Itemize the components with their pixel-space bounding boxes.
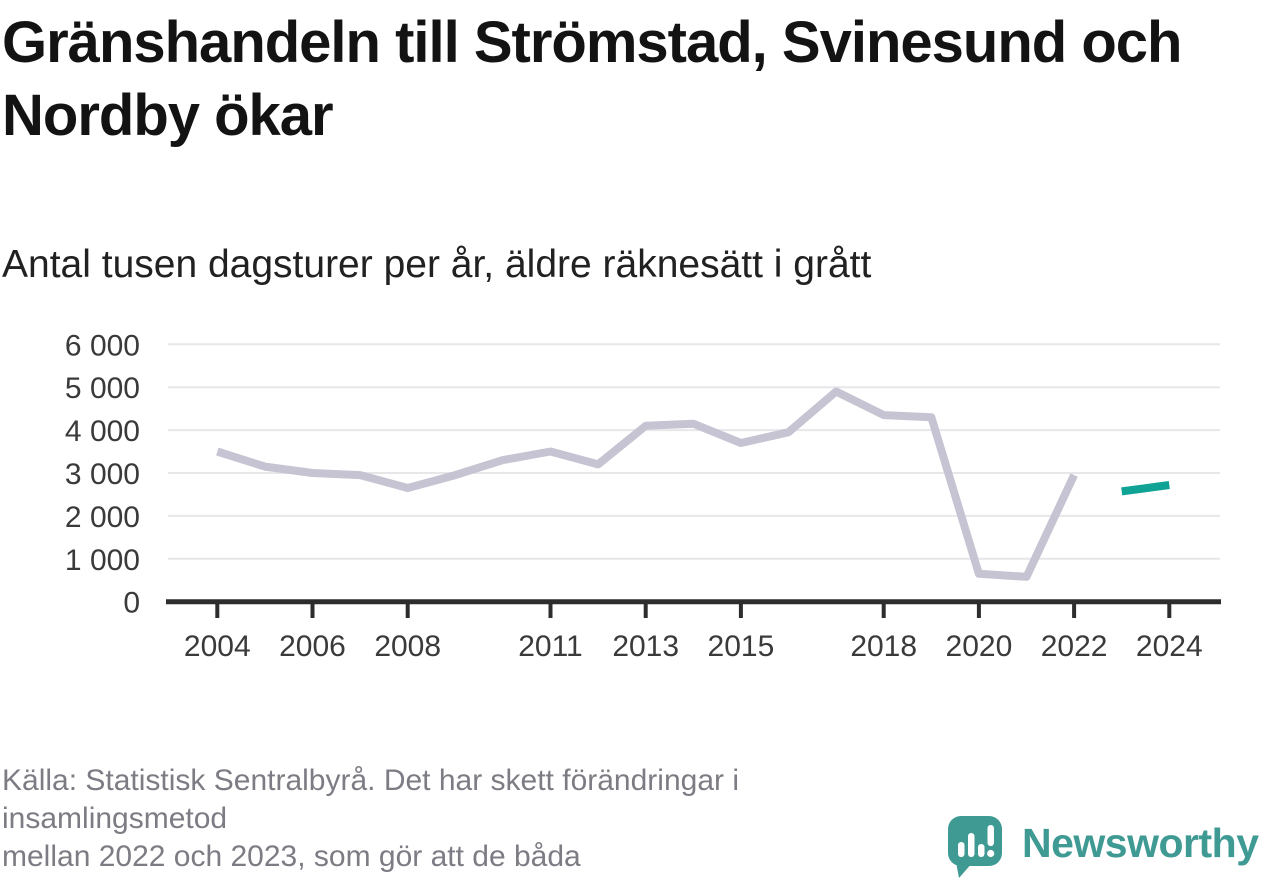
x-axis-label: 2006 bbox=[279, 630, 346, 663]
x-axis-label: 2024 bbox=[1136, 630, 1203, 663]
y-axis-label: 5 000 bbox=[65, 372, 140, 405]
y-axis-label: 1 000 bbox=[65, 544, 140, 577]
line-chart-svg: 0 1 000 2 000 3 000 4 000 5 000 6 000 2004 2006 2… bbox=[65, 329, 1221, 663]
source-note: Källa: Statistisk Sentralbyrå. Det har s… bbox=[2, 762, 962, 879]
newsworthy-logo-text: Newsworthy bbox=[1022, 820, 1259, 866]
series-line-old-method bbox=[216, 387, 1078, 581]
chart-subtitle: Antal tusen dagsturer per år, äldre räkn… bbox=[2, 243, 872, 286]
y-axis-label: 6 000 bbox=[65, 329, 140, 362]
x-axis-label: 2011 bbox=[518, 630, 583, 663]
series-line-new-method bbox=[1121, 481, 1170, 496]
x-axis-label: 2008 bbox=[374, 630, 441, 663]
x-axis-label: 2013 bbox=[612, 630, 679, 663]
y-axis-label: 0 bbox=[123, 587, 140, 620]
x-axis-label: 2020 bbox=[946, 630, 1013, 663]
source-note-line: Källa: Statistisk Sentralbyrå. Det har s… bbox=[2, 764, 739, 835]
line-chart: 0 1 000 2 000 3 000 4 000 5 000 6 000 2004 2006 2… bbox=[0, 320, 1262, 680]
y-axis-label: 3 000 bbox=[65, 458, 140, 491]
x-axis-label: 2022 bbox=[1041, 630, 1108, 663]
x-axis-label: 2004 bbox=[184, 630, 251, 663]
x-axis-label: 2018 bbox=[850, 630, 917, 663]
y-axis-label: 2 000 bbox=[65, 501, 140, 534]
chart-title: Gränshandeln till Strömstad, Svinesund o… bbox=[2, 10, 1182, 148]
newsworthy-logo: Newsworthy bbox=[946, 814, 1259, 878]
y-axis-label: 4 000 bbox=[65, 415, 140, 448]
x-axis-label: 2015 bbox=[708, 630, 775, 663]
source-note-line: mellan 2022 och 2023, som gör att de båd… bbox=[2, 840, 581, 873]
newsworthy-speech-bubble-bar-chart-icon bbox=[948, 816, 1002, 878]
